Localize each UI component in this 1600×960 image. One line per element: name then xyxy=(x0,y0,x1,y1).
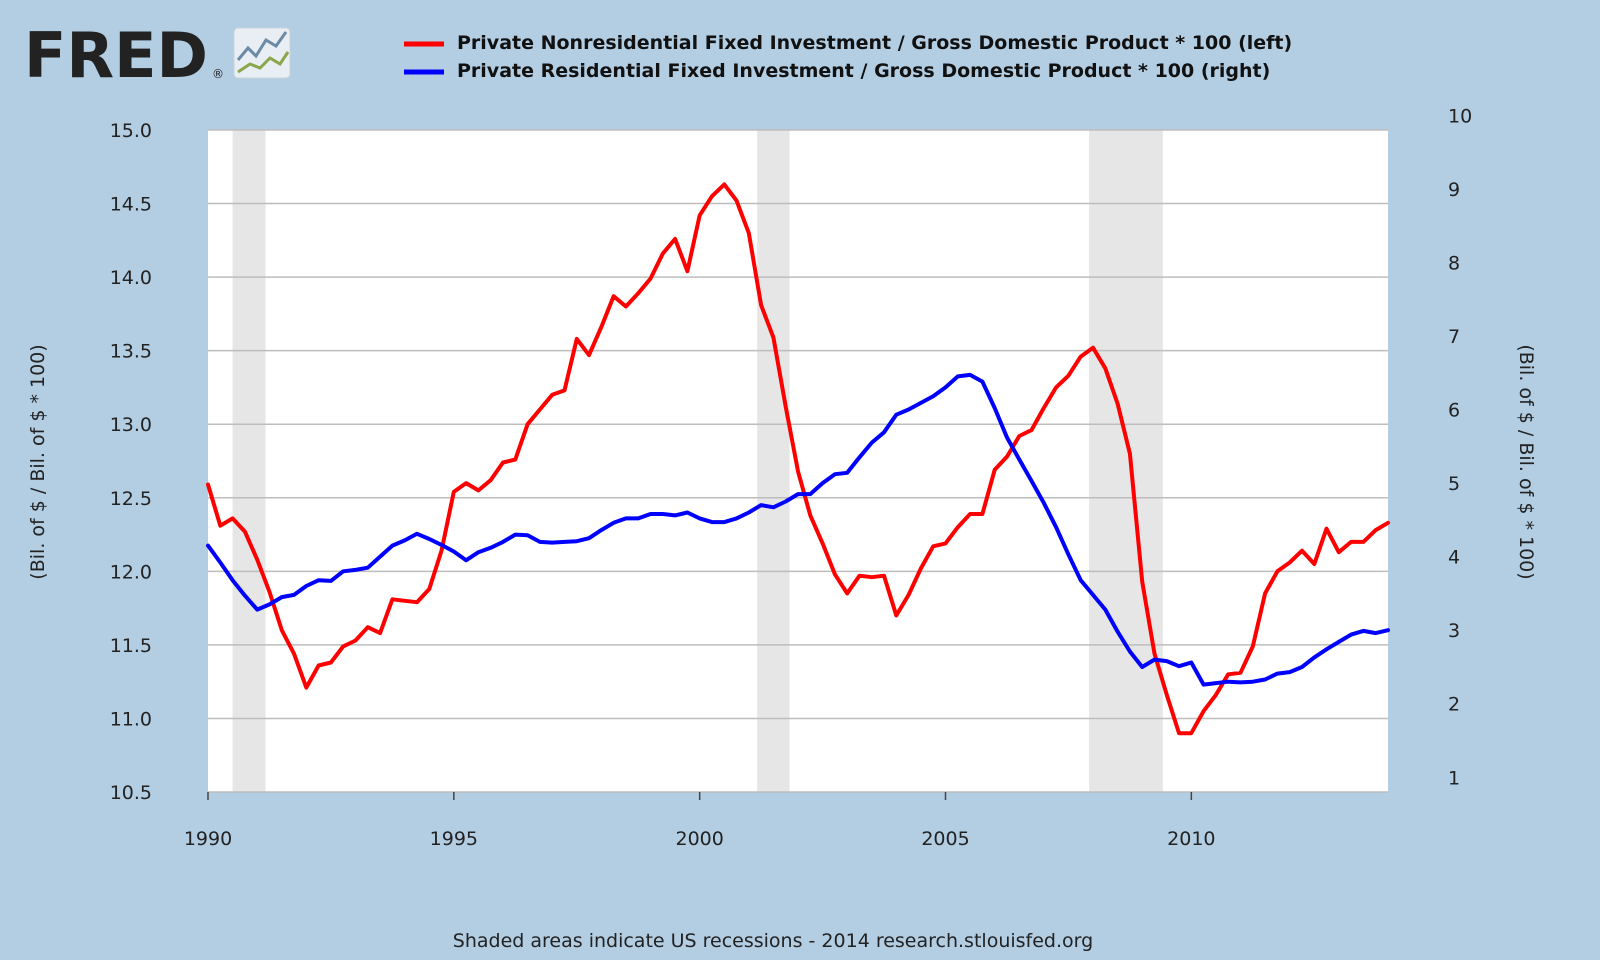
x-axis-ticks: 1990 1995 2000 2005 2010 xyxy=(184,792,1216,850)
y-left-tick-label: 11.0 xyxy=(110,708,152,730)
x-tick-label: 1995 xyxy=(430,828,478,850)
recession-band-2 xyxy=(757,130,790,792)
x-tick-label: 2010 xyxy=(1167,828,1215,850)
y-left-tick-label: 13.0 xyxy=(110,414,152,436)
series-lines xyxy=(206,182,1390,736)
y-left-tick-label: 14.5 xyxy=(110,194,152,216)
footer-note: Shaded areas indicate US recessions - 20… xyxy=(453,930,1093,952)
y-left-tick-label: 15.0 xyxy=(110,120,152,142)
y-right-tick-label: 3 xyxy=(1448,620,1460,642)
y-axis-left-label: (Bil. of $ / Bil. of $ * 100) xyxy=(27,344,49,579)
y-right-tick-label: 4 xyxy=(1448,547,1460,569)
legend-label-residential: Private Residential Fixed Investment / G… xyxy=(457,60,1270,82)
y-left-tick-label: 12.5 xyxy=(110,488,152,510)
gridlines xyxy=(208,129,1388,793)
y-right-tick-label: 9 xyxy=(1448,179,1460,201)
y-right-tick-label: 10 xyxy=(1448,105,1472,127)
recession-band-3 xyxy=(1089,130,1163,792)
y-right-tick-label: 1 xyxy=(1448,767,1460,789)
series-line-residential xyxy=(206,372,1390,687)
fred-logo: FRED ® xyxy=(24,19,291,92)
y-right-tick-label: 8 xyxy=(1448,252,1460,274)
series-line-nonresidential xyxy=(206,182,1390,736)
y-left-tick-label: 11.5 xyxy=(110,635,152,657)
y-right-tick-label: 2 xyxy=(1448,694,1460,716)
y-right-tick-label: 7 xyxy=(1448,326,1460,348)
y-left-tick-label: 12.0 xyxy=(110,561,152,583)
y-left-tick-label: 13.5 xyxy=(110,341,152,363)
y-axis-right-label: (Bil. of $ / Bil. of $ * 100) xyxy=(1515,344,1537,579)
y-right-tick-label: 6 xyxy=(1448,400,1460,422)
y-left-tick-label: 14.0 xyxy=(110,267,152,289)
y-axis-left-ticks: 10.5 11.0 11.5 12.0 12.5 13.0 13.5 14.0 14.5 15.0 xyxy=(110,120,152,804)
y-left-tick-label: 10.5 xyxy=(110,782,152,804)
y-axis-right-ticks: 1 2 3 4 5 6 7 8 9 10 xyxy=(1448,105,1472,789)
y-right-tick-label: 5 xyxy=(1448,473,1460,495)
recession-band-1 xyxy=(232,130,266,792)
recession-shading xyxy=(232,130,1163,792)
fred-logo-graph-icon xyxy=(233,27,291,79)
x-tick-label: 1990 xyxy=(184,828,232,850)
x-tick-label: 2000 xyxy=(675,828,723,850)
registered-mark: ® xyxy=(212,67,224,81)
x-tick-label: 2005 xyxy=(921,828,969,850)
fred-logo-text: FRED xyxy=(24,19,208,92)
legend: Private Nonresidential Fixed Investment … xyxy=(404,32,1292,82)
legend-label-nonresidential: Private Nonresidential Fixed Investment … xyxy=(457,32,1292,54)
